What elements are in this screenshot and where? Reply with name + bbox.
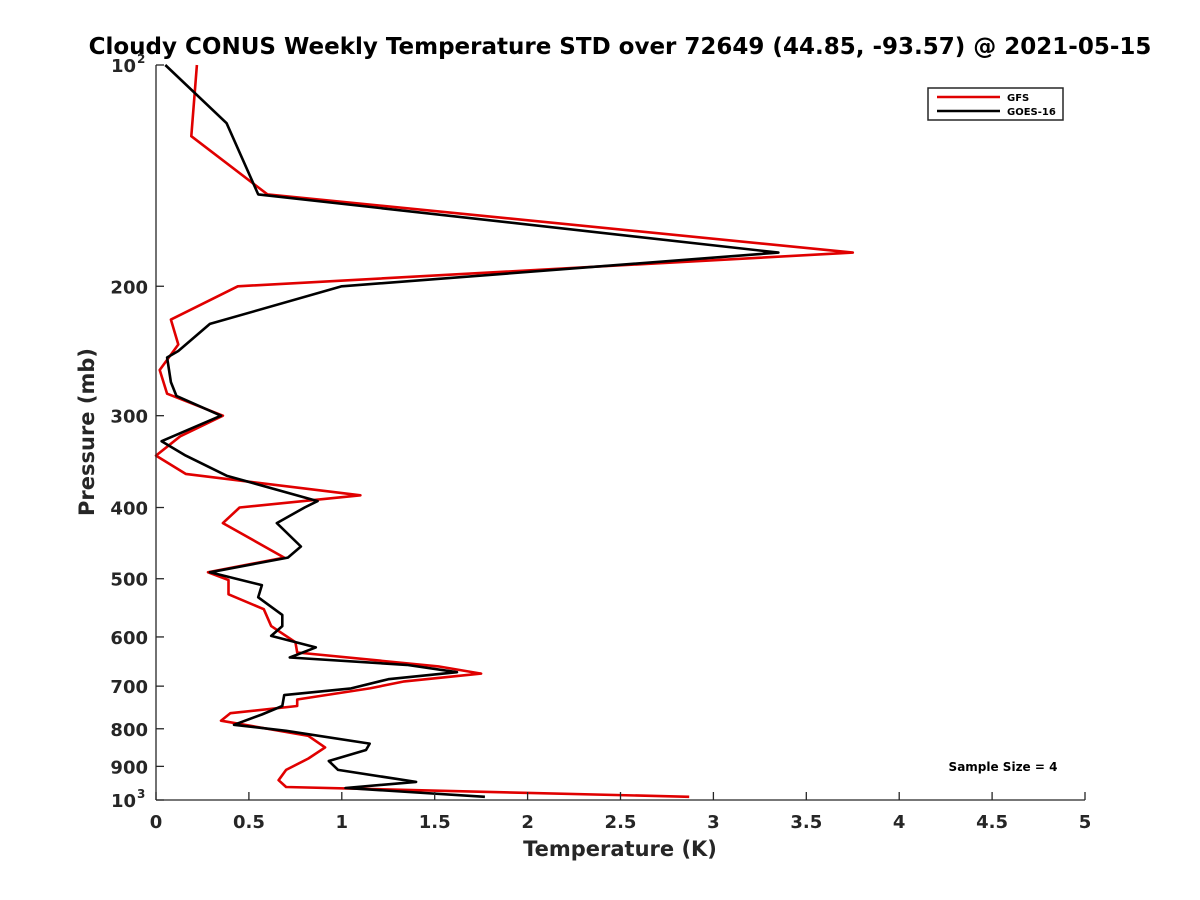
series-line-gfs	[154, 64, 855, 799]
y-tick-label: 900	[110, 757, 148, 778]
y-tick-label-text: 300	[110, 407, 148, 428]
y-tick-label: 700	[110, 677, 148, 698]
y-tick-label: 600	[110, 628, 148, 649]
chart-title: Cloudy CONUS Weekly Temperature STD over…	[89, 34, 1152, 60]
x-tick-label: 0.5	[233, 812, 265, 833]
y-tick-label: 10	[111, 56, 136, 77]
x-tick-label: 3	[707, 812, 720, 833]
x-tick-label: 2	[521, 812, 534, 833]
plot-area	[154, 64, 855, 799]
y-tick-exponent: 3	[137, 787, 145, 801]
y-tick-label-text: 800	[110, 720, 148, 741]
y-tick-label: 10	[111, 791, 136, 812]
y-axis-label: Pressure (mb)	[75, 348, 99, 516]
x-tick-group: 0 0.5 1 1.5 2 2.5 3 3.5 4 4.5 5	[150, 792, 1092, 833]
y-tick-label-text: 700	[110, 677, 148, 698]
x-tick-label: 1	[336, 812, 349, 833]
sample-size-annotation: Sample Size = 4	[949, 760, 1058, 774]
y-tick-label: 400	[110, 499, 148, 520]
y-tick-label: 800	[110, 720, 148, 741]
y-tick-label: 200	[110, 277, 148, 298]
y-tick-label-text: 900	[110, 757, 148, 778]
x-tick-label: 2.5	[605, 812, 637, 833]
y-tick-label-text: 400	[110, 499, 148, 520]
y-tick-label-text: 10	[111, 56, 136, 77]
y-tick-exponent: 2	[137, 52, 145, 66]
y-tick-label-text: 10	[111, 791, 136, 812]
x-axis-label: Temperature (K)	[523, 837, 717, 861]
x-tick-label: 1.5	[419, 812, 451, 833]
y-tick-label: 500	[110, 570, 148, 591]
x-tick-label: 0	[150, 812, 163, 833]
legend-label-goes16: GOES-16	[1007, 107, 1056, 118]
legend-box	[927, 87, 1064, 121]
x-tick-label: 4.5	[976, 812, 1008, 833]
y-tick-label-text: 200	[110, 277, 148, 298]
legend: GFS GOES-16	[927, 87, 1064, 121]
legend-label-gfs: GFS	[1007, 93, 1029, 104]
y-tick-label-text: 500	[110, 570, 148, 591]
x-tick-label: 5	[1079, 812, 1092, 833]
y-tick-label: 300	[110, 407, 148, 428]
series-line-goes16	[160, 64, 780, 799]
y-tick-label-text: 600	[110, 628, 148, 649]
x-tick-label: 3.5	[790, 812, 822, 833]
x-tick-label: 4	[893, 812, 906, 833]
